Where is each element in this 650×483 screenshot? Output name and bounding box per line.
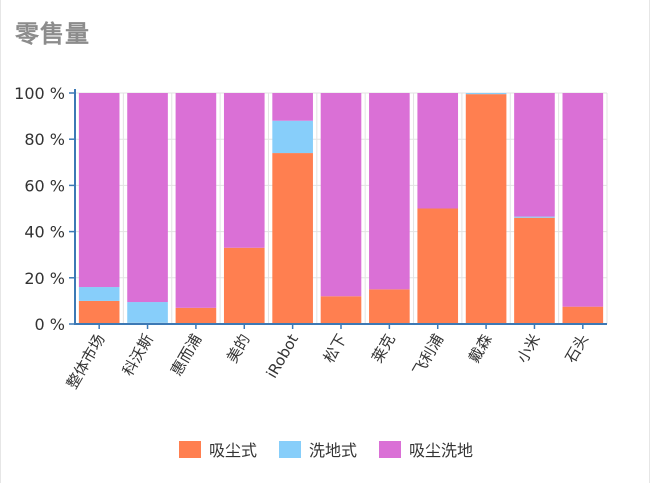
bar-segment[interactable] bbox=[514, 216, 555, 218]
bar-segment[interactable] bbox=[514, 93, 555, 217]
bar-segment[interactable] bbox=[78, 300, 120, 324]
x-tick-label: 整体市场 bbox=[63, 331, 109, 392]
x-tick-labels: 整体市场 科沃斯 惠而浦 美的 iRobot 松下 莱克 飞利浦 戴森 小米 石头 bbox=[63, 331, 592, 392]
legend-swatch bbox=[178, 440, 201, 458]
bar-segment[interactable] bbox=[272, 153, 313, 324]
bar-segment[interactable] bbox=[127, 93, 168, 303]
x-tick-label: 科沃斯 bbox=[119, 331, 157, 379]
legend-label: 吸尘洗地 bbox=[409, 441, 474, 460]
bar-segment[interactable] bbox=[514, 217, 555, 324]
x-tick-label: 石头 bbox=[562, 331, 593, 366]
bars bbox=[78, 93, 604, 325]
bar-segment[interactable] bbox=[272, 93, 313, 121]
y-tick-label: 0 % bbox=[35, 315, 65, 334]
x-tick-label: 惠而浦 bbox=[167, 331, 205, 379]
bar-segment[interactable] bbox=[78, 287, 120, 301]
legend-swatch bbox=[379, 440, 401, 458]
bar-segment[interactable] bbox=[465, 94, 507, 324]
bar-segment[interactable] bbox=[175, 93, 217, 308]
chart-title: 零售量 bbox=[15, 20, 90, 48]
bar-segment[interactable] bbox=[175, 307, 217, 324]
legend-label: 吸尘式 bbox=[208, 441, 257, 460]
bar-segment[interactable] bbox=[562, 306, 604, 324]
x-tick-label: 莱克 bbox=[368, 331, 399, 366]
bar-segment[interactable] bbox=[369, 289, 410, 324]
bar-segment[interactable] bbox=[465, 93, 507, 95]
axes bbox=[69, 89, 607, 329]
y-tick-labels: 0 % 20 % 40 % 60 % 80 % 100 % bbox=[14, 84, 65, 334]
legend-swatch bbox=[278, 440, 301, 458]
legend-item[interactable]: 洗地式 bbox=[278, 437, 357, 461]
y-tick-label: 20 % bbox=[24, 269, 65, 288]
legend-item[interactable]: 吸尘洗地 bbox=[379, 437, 473, 461]
y-tick-label: 80 % bbox=[24, 130, 65, 149]
bar-segment[interactable] bbox=[320, 93, 362, 297]
legend: 吸尘式 洗地式 吸尘洗地 bbox=[1, 437, 650, 461]
x-tick-label: 美的 bbox=[223, 331, 254, 366]
bar-segment[interactable] bbox=[127, 302, 168, 323]
x-tick-label: iRobot bbox=[263, 331, 302, 381]
bar-segment[interactable] bbox=[223, 93, 265, 248]
bar-segment[interactable] bbox=[369, 93, 410, 290]
x-tick-label: 松下 bbox=[320, 331, 351, 366]
bar-segment[interactable] bbox=[223, 247, 265, 324]
y-tick-label: 60 % bbox=[24, 176, 65, 195]
x-tick-label: 戴森 bbox=[465, 331, 496, 366]
y-tick-label: 40 % bbox=[24, 223, 65, 242]
bar-segment[interactable] bbox=[320, 296, 362, 324]
legend-item[interactable]: 吸尘式 bbox=[178, 437, 257, 461]
bar-segment[interactable] bbox=[417, 93, 459, 209]
x-tick-label: 小米 bbox=[513, 331, 544, 366]
bar-segment[interactable] bbox=[272, 120, 313, 154]
bar-segment[interactable] bbox=[562, 93, 604, 307]
y-tick-label: 100 % bbox=[14, 84, 65, 103]
x-tick-label: 飞利浦 bbox=[409, 331, 447, 379]
bar-segment[interactable] bbox=[417, 208, 459, 325]
legend-label: 洗地式 bbox=[308, 441, 357, 460]
bar-segment[interactable] bbox=[78, 93, 120, 288]
